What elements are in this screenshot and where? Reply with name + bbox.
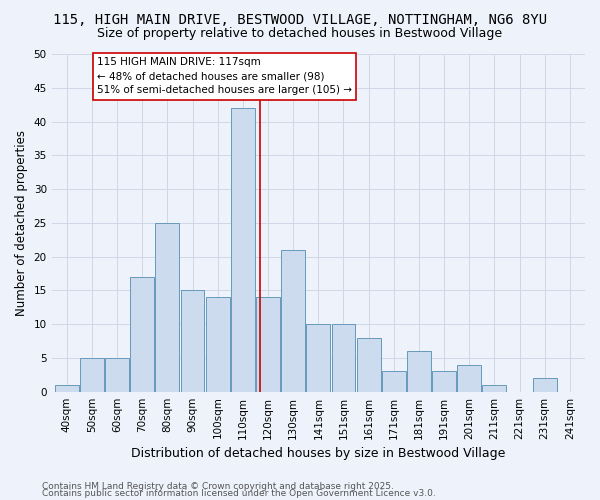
- Bar: [130, 277, 154, 392]
- Bar: [356, 338, 380, 392]
- Bar: [181, 290, 205, 392]
- Bar: [155, 223, 179, 392]
- Y-axis label: Number of detached properties: Number of detached properties: [15, 130, 28, 316]
- Text: Contains HM Land Registry data © Crown copyright and database right 2025.: Contains HM Land Registry data © Crown c…: [42, 482, 394, 491]
- Bar: [307, 324, 330, 392]
- Bar: [432, 372, 456, 392]
- Text: Size of property relative to detached houses in Bestwood Village: Size of property relative to detached ho…: [97, 28, 503, 40]
- Text: 115, HIGH MAIN DRIVE, BESTWOOD VILLAGE, NOTTINGHAM, NG6 8YU: 115, HIGH MAIN DRIVE, BESTWOOD VILLAGE, …: [53, 12, 547, 26]
- Bar: [231, 108, 255, 392]
- Bar: [281, 250, 305, 392]
- Bar: [55, 385, 79, 392]
- Bar: [407, 351, 431, 392]
- Bar: [256, 297, 280, 392]
- Bar: [206, 297, 230, 392]
- Bar: [533, 378, 557, 392]
- Bar: [382, 372, 406, 392]
- Text: 115 HIGH MAIN DRIVE: 117sqm
← 48% of detached houses are smaller (98)
51% of sem: 115 HIGH MAIN DRIVE: 117sqm ← 48% of det…: [97, 58, 352, 96]
- Text: Contains public sector information licensed under the Open Government Licence v3: Contains public sector information licen…: [42, 490, 436, 498]
- Bar: [80, 358, 104, 392]
- Bar: [332, 324, 355, 392]
- Bar: [457, 364, 481, 392]
- Bar: [105, 358, 129, 392]
- Bar: [482, 385, 506, 392]
- X-axis label: Distribution of detached houses by size in Bestwood Village: Distribution of detached houses by size …: [131, 447, 506, 460]
